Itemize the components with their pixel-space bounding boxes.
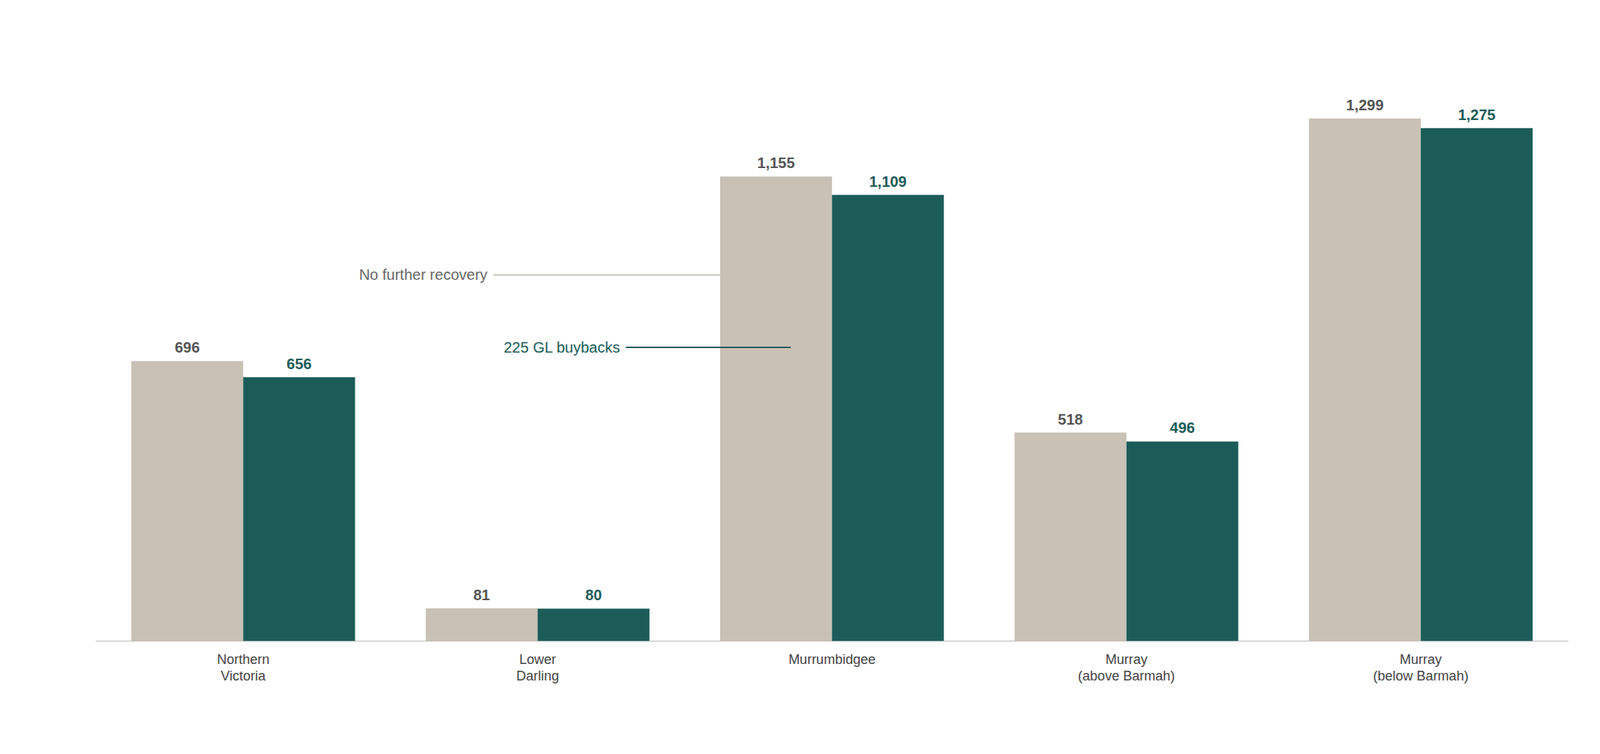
svg-text:1,109: 1,109 <box>869 173 907 190</box>
svg-text:Lower: Lower <box>519 651 556 667</box>
svg-text:1,155: 1,155 <box>757 154 796 172</box>
svg-text:81: 81 <box>473 586 490 604</box>
svg-text:696: 696 <box>174 339 200 356</box>
svg-text:No further recovery: No further recovery <box>359 266 488 283</box>
svg-text:(below Barmah): (below Barmah) <box>1373 668 1469 684</box>
svg-text:Murray: Murray <box>1105 651 1148 667</box>
svg-text:496: 496 <box>1170 419 1195 436</box>
svg-text:Victoria: Victoria <box>220 668 267 684</box>
svg-text:1,299: 1,299 <box>1346 96 1384 114</box>
svg-text:80: 80 <box>585 586 602 604</box>
svg-text:1,275: 1,275 <box>1458 106 1496 124</box>
svg-text:Northern: Northern <box>216 651 270 667</box>
svg-text:Darling: Darling <box>516 668 559 684</box>
svg-text:Murray: Murray <box>1399 651 1442 667</box>
svg-text:225 GL buybacks: 225 GL buybacks <box>504 339 621 356</box>
svg-text:(above Barmah): (above Barmah) <box>1077 668 1175 684</box>
svg-text:656: 656 <box>286 355 312 373</box>
svg-text:Murrumbidgee: Murrumbidgee <box>788 651 876 667</box>
svg-text:518: 518 <box>1057 411 1083 428</box>
